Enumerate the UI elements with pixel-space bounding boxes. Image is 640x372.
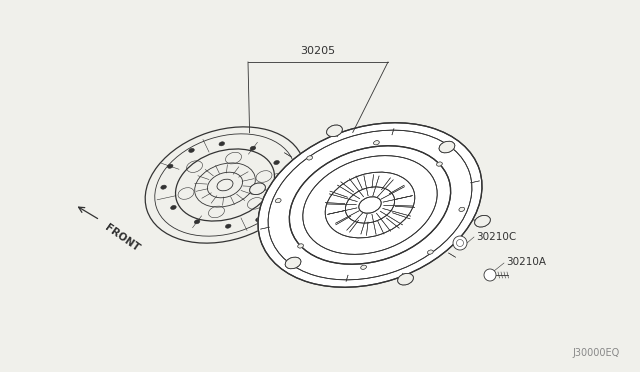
Ellipse shape (439, 141, 455, 153)
Ellipse shape (250, 183, 266, 195)
Ellipse shape (161, 185, 166, 189)
Ellipse shape (195, 220, 200, 224)
Text: FRONT: FRONT (103, 222, 141, 253)
Text: 30210C: 30210C (476, 232, 516, 242)
Ellipse shape (428, 250, 433, 254)
Ellipse shape (250, 146, 256, 150)
Ellipse shape (275, 199, 281, 203)
Ellipse shape (459, 207, 465, 211)
Ellipse shape (275, 199, 281, 203)
Ellipse shape (285, 257, 301, 269)
Ellipse shape (475, 215, 490, 227)
Ellipse shape (475, 215, 490, 227)
Ellipse shape (307, 156, 312, 160)
Ellipse shape (459, 207, 465, 211)
Ellipse shape (374, 141, 380, 145)
Ellipse shape (326, 125, 342, 137)
Ellipse shape (250, 183, 266, 195)
Text: J30000EQ: J30000EQ (573, 348, 620, 358)
Ellipse shape (374, 141, 380, 145)
Ellipse shape (453, 236, 467, 250)
Ellipse shape (436, 162, 442, 166)
Ellipse shape (256, 218, 261, 222)
Ellipse shape (361, 265, 366, 269)
Text: 30210A: 30210A (506, 257, 546, 267)
Ellipse shape (397, 273, 413, 285)
Text: 30205: 30205 (300, 46, 335, 56)
Ellipse shape (436, 162, 442, 166)
Ellipse shape (285, 257, 301, 269)
Ellipse shape (171, 205, 176, 209)
Ellipse shape (361, 265, 366, 269)
Ellipse shape (284, 181, 289, 185)
Ellipse shape (257, 122, 483, 288)
Ellipse shape (484, 269, 496, 281)
Ellipse shape (168, 164, 173, 168)
Ellipse shape (298, 244, 303, 248)
Ellipse shape (298, 244, 303, 248)
Ellipse shape (225, 224, 231, 228)
Ellipse shape (397, 273, 413, 285)
Ellipse shape (456, 240, 463, 247)
Ellipse shape (326, 125, 342, 137)
Ellipse shape (274, 160, 280, 164)
Ellipse shape (219, 142, 225, 146)
Ellipse shape (307, 156, 312, 160)
Ellipse shape (277, 202, 283, 206)
Ellipse shape (428, 250, 433, 254)
Ellipse shape (189, 148, 195, 153)
Ellipse shape (439, 141, 455, 153)
